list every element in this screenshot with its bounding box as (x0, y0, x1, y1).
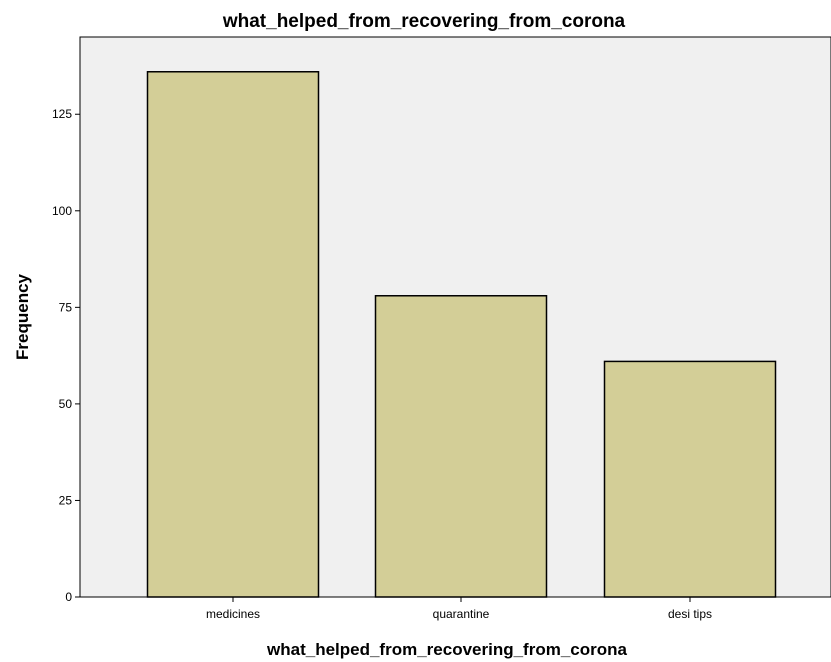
x-tick-label: quarantine (433, 607, 490, 621)
y-tick-label: 50 (59, 397, 73, 411)
bar-desi-tips (603, 360, 777, 598)
y-tick-label: 0 (65, 590, 72, 604)
y-axis-title: Frequency (13, 273, 32, 360)
chart-title: what_helped_from_recovering_from_corona (222, 11, 626, 32)
y-axis: 0 25 50 75 100 125 (52, 107, 80, 604)
bar-quarantine (374, 295, 548, 598)
y-tick-label: 100 (52, 204, 72, 218)
bar-medicines (146, 71, 320, 598)
x-tick-label: medicines (206, 607, 260, 621)
y-tick-label: 75 (59, 300, 73, 314)
x-tick-label: desi tips (668, 607, 712, 621)
x-axis: medicines quarantine desi tips (206, 597, 712, 621)
y-tick-label: 25 (59, 493, 73, 507)
x-axis-title: what_helped_from_recovering_from_corona (266, 640, 627, 659)
y-tick-label: 125 (52, 107, 72, 121)
